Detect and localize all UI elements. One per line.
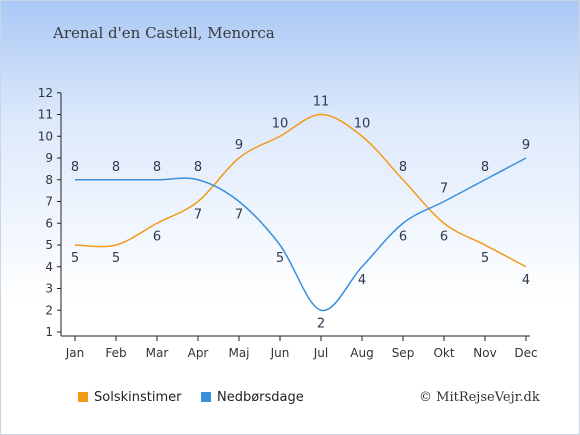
data-label-nedborsdage: 8 <box>153 160 161 175</box>
legend-item-nedborsdage: Nedbørsdage <box>201 390 304 405</box>
x-tick-label: Jan <box>65 346 85 360</box>
y-tick-label: 2 <box>45 303 53 317</box>
y-tick-label: 8 <box>45 173 53 187</box>
data-label-nedborsdage: 6 <box>399 229 407 244</box>
data-label-solskinstimer: 7 <box>194 208 202 223</box>
y-tick-label: 4 <box>45 260 53 274</box>
data-label-solskinstimer: 5 <box>481 251 489 266</box>
x-tick-label: Okt <box>433 346 454 360</box>
series-line-solskinstimer <box>74 113 527 268</box>
x-tick-label: Sep <box>392 346 415 360</box>
data-label-solskinstimer: 9 <box>235 138 243 153</box>
data-label-solskinstimer: 4 <box>522 273 530 288</box>
data-label-solskinstimer: 5 <box>71 251 79 266</box>
data-label-nedborsdage: 8 <box>71 160 79 175</box>
y-tick-label: 12 <box>38 86 53 100</box>
legend-label-nedborsdage: Nedbørsdage <box>217 390 304 405</box>
x-tick-label: Jun <box>270 346 290 360</box>
y-tick-label: 9 <box>45 151 53 165</box>
chart-title: Arenal d'en Castell, Menorca <box>53 24 275 42</box>
x-tick-label: Nov <box>473 346 496 360</box>
legend-item-solskinstimer: Solskinstimer <box>78 390 181 405</box>
x-tick-label: Mar <box>146 346 169 360</box>
data-label-solskinstimer: 6 <box>153 229 161 244</box>
data-label-nedborsdage: 8 <box>481 160 489 175</box>
data-label-solskinstimer: 8 <box>399 160 407 175</box>
x-tick-label: Jul <box>313 346 328 360</box>
data-label-nedborsdage: 2 <box>317 316 325 331</box>
x-tick-label: Apr <box>188 346 209 360</box>
data-label-nedborsdage: 9 <box>522 138 530 153</box>
copyright-text: © MitRejseVejr.dk <box>419 390 540 405</box>
y-tick-label: 10 <box>38 129 53 143</box>
legend-swatch-nedborsdage <box>201 392 211 402</box>
y-tick-label: 11 <box>38 108 53 122</box>
data-label-solskinstimer: 6 <box>440 229 448 244</box>
x-tick-label: Maj <box>228 346 249 360</box>
legend-label-solskinstimer: Solskinstimer <box>94 390 182 405</box>
data-label-solskinstimer: 10 <box>354 116 371 131</box>
series-line-nedborsdage <box>75 157 527 312</box>
data-label-nedborsdage: 4 <box>358 273 366 288</box>
data-label-solskinstimer: 11 <box>313 95 330 110</box>
data-label-solskinstimer: 5 <box>112 251 120 266</box>
data-label-solskinstimer: 10 <box>272 116 289 131</box>
y-tick-label: 1 <box>45 325 53 339</box>
data-label-nedborsdage: 8 <box>112 160 120 175</box>
data-label-nedborsdage: 7 <box>235 208 243 223</box>
data-label-nedborsdage: 7 <box>440 182 448 197</box>
x-tick-label: Aug <box>350 346 373 360</box>
data-label-nedborsdage: 5 <box>276 251 284 266</box>
x-tick-label: Dec <box>514 346 537 360</box>
data-label-nedborsdage: 8 <box>194 160 202 175</box>
legend-swatch-solskinstimer <box>78 392 88 402</box>
y-tick-label: 6 <box>45 216 53 230</box>
y-tick-label: 3 <box>45 282 53 296</box>
y-tick-label: 7 <box>45 195 53 209</box>
y-tick-label: 5 <box>45 238 53 252</box>
x-tick-label: Feb <box>105 346 126 360</box>
